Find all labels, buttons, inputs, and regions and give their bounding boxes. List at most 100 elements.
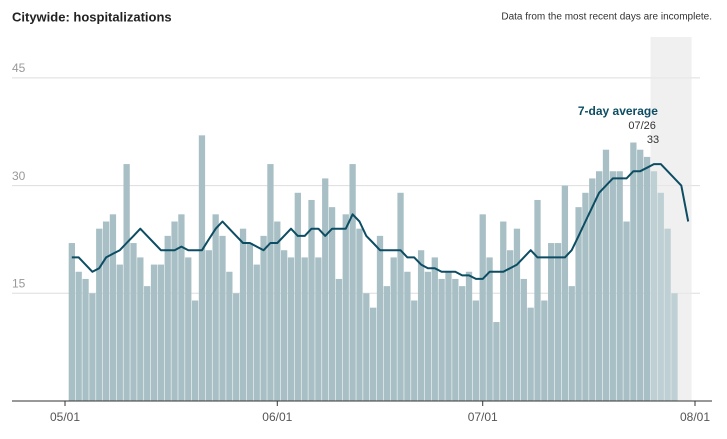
bar	[171, 221, 178, 401]
bar	[472, 300, 480, 401]
bar	[233, 293, 240, 401]
bar	[226, 271, 233, 401]
bar	[116, 264, 123, 401]
bar	[253, 264, 260, 401]
incomplete-region	[650, 37, 692, 401]
bar	[616, 171, 623, 401]
bar	[650, 171, 658, 401]
bar	[541, 300, 548, 401]
incomplete-overlay	[650, 37, 692, 401]
bar	[89, 293, 96, 401]
bar	[280, 250, 288, 401]
bar	[150, 264, 158, 401]
bar	[274, 221, 281, 401]
bar	[534, 199, 541, 401]
bar	[520, 278, 527, 401]
x-tick-label: 06/01	[262, 410, 292, 424]
bar	[164, 235, 171, 401]
bar	[459, 286, 466, 401]
bar	[123, 164, 130, 401]
y-tick-label: 45	[12, 61, 26, 75]
bar	[506, 250, 514, 401]
bar	[431, 257, 438, 401]
bar	[137, 257, 144, 401]
chart-title: Citywide: hospitalizations	[12, 9, 172, 24]
bar	[144, 286, 151, 401]
bar	[363, 293, 370, 401]
y-tick-label: 15	[12, 276, 26, 290]
bar	[568, 286, 575, 401]
bar	[465, 271, 473, 401]
bar	[191, 300, 199, 401]
bar	[493, 322, 500, 401]
bar	[404, 271, 411, 401]
bar	[294, 192, 301, 401]
bar	[185, 257, 192, 401]
bar	[260, 235, 267, 401]
x-tick-label: 07/01	[468, 410, 498, 424]
bar	[82, 278, 89, 401]
bar	[157, 264, 165, 401]
bar	[239, 228, 247, 401]
annotation-date: 07/26	[628, 120, 656, 132]
bar	[205, 250, 212, 401]
bar	[582, 192, 589, 401]
bar	[178, 214, 185, 401]
bar	[68, 243, 75, 401]
bar	[671, 293, 678, 401]
bar	[130, 243, 137, 401]
bar	[328, 207, 336, 401]
average-line	[71, 163, 690, 280]
bar	[212, 214, 219, 401]
y-tick-label: 30	[12, 169, 26, 183]
bar	[102, 221, 110, 401]
bar	[342, 214, 349, 401]
bar	[287, 257, 295, 401]
bar	[335, 278, 343, 401]
bar	[417, 250, 425, 401]
bar	[637, 149, 644, 401]
bar	[602, 149, 610, 401]
bar	[500, 221, 507, 401]
bar	[657, 192, 664, 401]
bar	[390, 257, 397, 401]
bar	[308, 199, 315, 401]
bar	[479, 214, 486, 401]
bar	[356, 228, 363, 401]
bar	[486, 257, 493, 401]
bar	[438, 278, 445, 401]
bar	[664, 228, 671, 401]
bar	[198, 135, 206, 401]
bar	[246, 243, 254, 401]
bar	[301, 257, 308, 401]
bar	[322, 178, 329, 401]
bar	[219, 235, 226, 401]
bar	[630, 142, 637, 401]
bar	[424, 271, 432, 401]
bar	[370, 307, 377, 401]
bar	[349, 164, 356, 401]
bar	[109, 214, 117, 401]
bar	[623, 221, 630, 401]
bar	[452, 278, 459, 401]
bar	[75, 271, 82, 401]
x-tick-label: 05/01	[50, 410, 80, 424]
bar	[589, 178, 596, 401]
bar	[96, 228, 103, 401]
bar	[267, 164, 274, 401]
bar	[548, 243, 555, 401]
bar	[643, 156, 651, 401]
annotation-name: 7-day average	[578, 104, 658, 118]
bar	[513, 228, 521, 401]
annotation-value: 33	[647, 134, 659, 146]
bar	[595, 171, 603, 401]
bar	[315, 257, 322, 401]
bar	[445, 271, 452, 401]
bar	[609, 171, 616, 401]
bar	[554, 243, 562, 401]
x-tick-label: 08/01	[680, 410, 710, 424]
bar	[575, 207, 582, 401]
bar	[383, 286, 390, 401]
bar	[397, 192, 404, 401]
